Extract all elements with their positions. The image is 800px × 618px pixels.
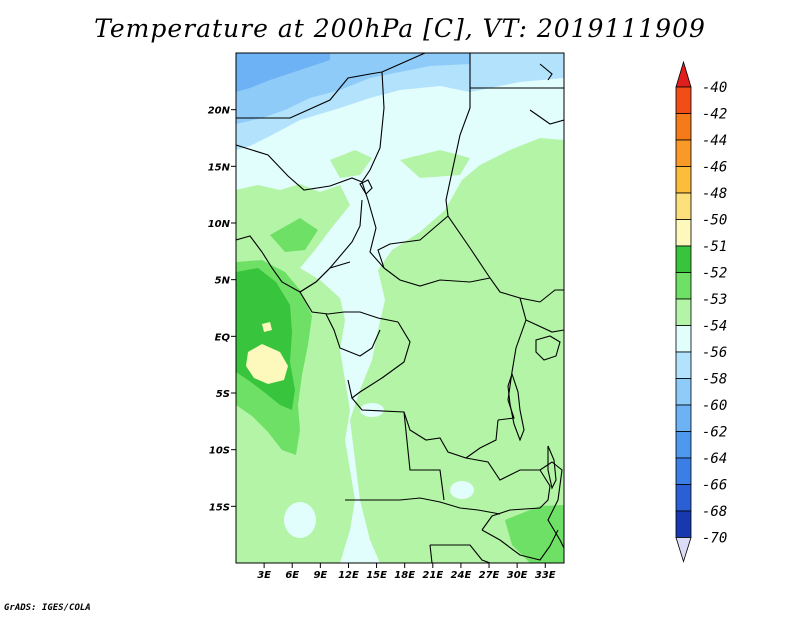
colorbar-label: -51: [702, 239, 727, 255]
colorbar-swatch: [675, 351, 692, 379]
field-mid-green-n: [270, 218, 318, 252]
field-warm-core: [246, 344, 288, 384]
lon-tick-label: 24E: [451, 570, 472, 581]
field-mid-green-se: [505, 505, 564, 563]
lon-tick-label: 27E: [479, 570, 500, 581]
field-pale-patch-2: [450, 481, 474, 499]
lon-tick-label: 30E: [507, 570, 528, 581]
country-borders: [236, 53, 564, 563]
colorbar-swatch: [675, 484, 692, 512]
lon-tick-label: 18E: [394, 570, 415, 581]
map-frame: [235, 52, 565, 564]
colorbar-label: -68: [702, 504, 727, 520]
colorbar-swatch: [675, 245, 692, 273]
field-pale-patch-3: [284, 502, 316, 538]
lon-tick-label: 3E: [257, 570, 271, 581]
colorbar-label: -62: [702, 425, 727, 441]
field-green-east: [350, 138, 564, 563]
colorbar-swatch: [675, 431, 692, 459]
field-cool-north-3: [236, 53, 330, 92]
colorbar-swatch: [675, 166, 692, 194]
border-drc-angola: [351, 397, 499, 459]
lat-tick-label: 10N: [208, 219, 231, 230]
lat-tick-label: 15S: [209, 502, 230, 513]
lat-tick-label: 5N: [215, 276, 231, 287]
lat-tick-label: 20N: [208, 106, 231, 117]
colorbar-label: -58: [702, 372, 727, 388]
lon-tick-label: 33E: [535, 570, 556, 581]
colorbar-label: -42: [702, 107, 727, 123]
grads-credit: GrADS: IGES/COLA: [4, 603, 91, 613]
border-cameroon-congo: [299, 291, 399, 323]
lon-tick-label: 15E: [366, 570, 387, 581]
lake-chad: [359, 179, 373, 195]
border-mozambique: [539, 461, 564, 549]
lon-tick-label: 21E: [422, 570, 443, 581]
border-chad-niger: [236, 144, 363, 191]
colorbar-label: -40: [702, 80, 727, 96]
border-sudan-east: [445, 107, 541, 303]
longitude-ticks: 3E 6E 9E 12E 15E 18E 21E 24E 27E 30E 33E: [257, 563, 556, 581]
colorbar-label: -48: [702, 186, 727, 202]
colorbar-swatch: [675, 298, 692, 326]
lake-victoria: [535, 335, 561, 361]
colorbar-label: -60: [702, 398, 727, 414]
colorbar-bottom-arrow: [675, 537, 692, 563]
colorbar-label: -53: [702, 292, 727, 308]
lake-tanganyika: [507, 372, 525, 442]
colorbar-label: -64: [702, 451, 727, 467]
colorbar-label: -50: [702, 213, 727, 229]
colorbar-label: -46: [702, 160, 727, 176]
colorbar-swatch: [675, 113, 692, 141]
colorbar-swatch: [675, 510, 692, 538]
lat-tick-label: 5S: [216, 389, 230, 400]
colorbar: -40 -42 -44 -46 -48 -50 -51 -52 -53 -54 -56 -58 -60 -…: [675, 60, 727, 563]
colorbar-swatch: [675, 325, 692, 353]
ethiopia-border: [529, 63, 564, 125]
border-gabon-congo: [325, 313, 381, 357]
colorbar-swatch: [675, 272, 692, 300]
lon-tick-label: 6E: [285, 570, 299, 581]
colorbar-swatch: [675, 457, 692, 485]
colorbar-label: -44: [702, 133, 727, 149]
colorbar-swatch: [675, 139, 692, 167]
lake-malawi: [547, 445, 557, 490]
colorbar-label: -56: [702, 345, 727, 361]
border-botswana: [429, 544, 491, 563]
lon-tick-label: 9E: [313, 570, 327, 581]
latitude-ticks: 20N 15N 10N 5N EQ 5S 10S 15S: [208, 106, 236, 513]
colorbar-swatch: [675, 86, 692, 114]
field-warm-spot: [262, 322, 272, 332]
border-angola-zambia: [403, 411, 445, 501]
colorbar-swatch: [675, 378, 692, 406]
colorbar-label: -54: [702, 319, 727, 335]
colorbar-swatch: [675, 404, 692, 432]
lon-tick-label: 12E: [338, 570, 359, 581]
lat-tick-label: 15N: [208, 162, 231, 173]
map-title: Temperature at 200hPa [C], VT: 201911190…: [94, 14, 706, 43]
border-tanzania: [525, 289, 564, 333]
lat-tick-label: EQ: [215, 332, 231, 343]
colorbar-label: -52: [702, 266, 727, 282]
border-zimbabwe: [481, 529, 559, 561]
field-green-patch-1: [330, 150, 372, 178]
colorbar-label: -66: [702, 478, 727, 494]
border-egypt-sudan: [469, 53, 564, 108]
colorbar-top-arrow: [675, 60, 692, 88]
colorbar-swatch: [675, 192, 692, 220]
colorbar-swatch: [675, 219, 692, 247]
border-zambia: [465, 457, 551, 531]
temperature-field: [236, 53, 564, 563]
lat-tick-label: 10S: [209, 446, 230, 457]
colorbar-label: -70: [702, 531, 727, 547]
border-angola-namibia: [345, 497, 501, 515]
